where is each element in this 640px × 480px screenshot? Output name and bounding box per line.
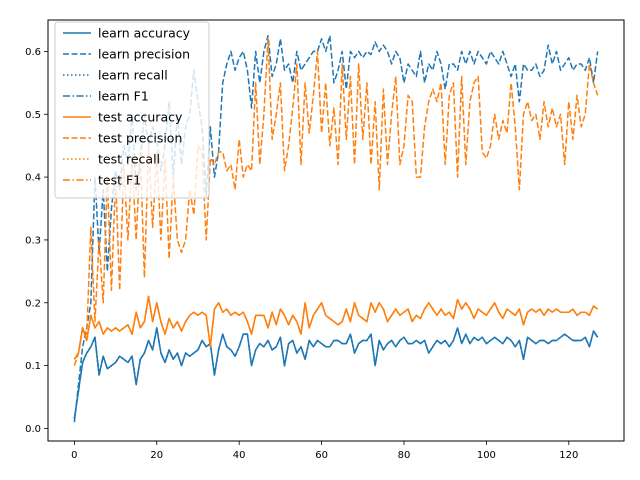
series-line-3 — [73, 327, 599, 420]
legend-label: test F1 — [98, 173, 141, 188]
y-tick-label: 0.4 — [25, 173, 41, 184]
y-tick-label: 0.0 — [25, 424, 41, 435]
y-tick-label: 0.3 — [25, 235, 41, 246]
x-tick-label: 40 — [233, 450, 246, 461]
x-tick-label: 80 — [398, 450, 411, 461]
y-tick-label: 0.6 — [25, 47, 41, 58]
x-axis: 0 20 40 60 80 100 120 — [71, 441, 578, 461]
legend-label: learn precision — [98, 47, 190, 62]
x-tick-label: 100 — [477, 450, 496, 461]
legend-label: learn accuracy — [98, 26, 191, 41]
legend-box — [54, 21, 210, 199]
legend-label: learn F1 — [98, 89, 149, 104]
y-axis: 0.0 0.1 0.2 0.3 0.4 0.5 0.6 — [25, 47, 48, 435]
series-line-7 — [73, 295, 599, 360]
legend-label: test precision — [98, 131, 182, 146]
legend-label: learn recall — [98, 68, 168, 83]
y-tick-label: 0.1 — [25, 361, 41, 372]
series-line-5 — [73, 38, 599, 366]
x-tick-label: 20 — [150, 450, 163, 461]
y-tick-label: 0.2 — [25, 298, 41, 309]
plot-frame — [47, 19, 625, 442]
x-tick-label: 120 — [559, 450, 578, 461]
x-tick-label: 60 — [315, 450, 328, 461]
legend-label: test accuracy — [98, 110, 183, 125]
x-tick-label: 0 — [71, 450, 77, 461]
y-tick-label: 0.5 — [25, 110, 41, 121]
legend-label: test recall — [98, 152, 160, 167]
legend: learn accuracy learn precision learn recal… — [54, 21, 210, 199]
